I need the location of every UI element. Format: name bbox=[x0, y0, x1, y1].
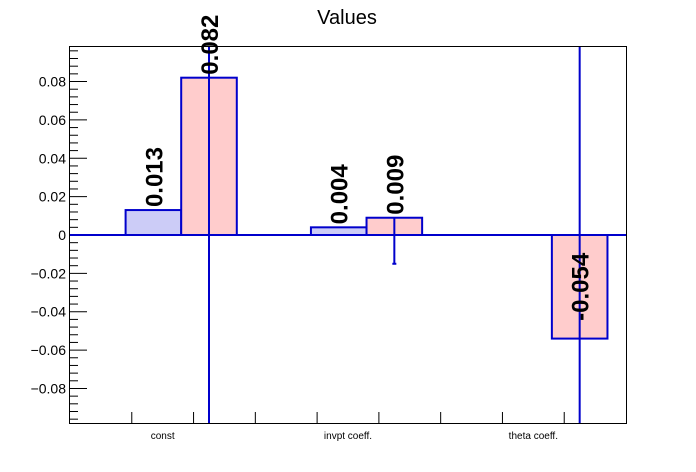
data-labels: 0.013 0.004 0.082 0.009 -0.054 bbox=[141, 15, 594, 321]
error-bars bbox=[208, 47, 581, 423]
x-category-label: invpt coeff. bbox=[324, 431, 372, 442]
data-label: 0.009 bbox=[382, 155, 409, 215]
y-tick-label: 0.02 bbox=[39, 189, 66, 205]
x-category-label: theta coeff. bbox=[509, 431, 558, 442]
data-label: 0.013 bbox=[141, 147, 168, 207]
bars bbox=[124, 76, 609, 340]
y-tick-label: −0.02 bbox=[31, 265, 67, 281]
y-tick-label: 0.04 bbox=[39, 150, 66, 166]
bar bbox=[124, 209, 183, 236]
data-label: -0.054 bbox=[568, 252, 595, 321]
bar bbox=[309, 226, 368, 237]
y-tick-label: −0.08 bbox=[31, 380, 67, 396]
x-axis: const invpt coeff. theta coeff. bbox=[131, 412, 565, 442]
data-label: 0.004 bbox=[327, 164, 354, 225]
data-label: 0.082 bbox=[197, 15, 224, 75]
y-tick-label: 0.06 bbox=[39, 112, 66, 128]
x-category-label: const bbox=[151, 431, 175, 442]
y-tick-label: −0.04 bbox=[31, 304, 67, 320]
y-tick-label: −0.06 bbox=[31, 342, 67, 358]
y-tick-label: 0.08 bbox=[39, 74, 66, 90]
y-tick-label: 0 bbox=[58, 227, 66, 243]
plot-frame bbox=[69, 46, 627, 424]
chart-title: Values bbox=[317, 7, 377, 29]
